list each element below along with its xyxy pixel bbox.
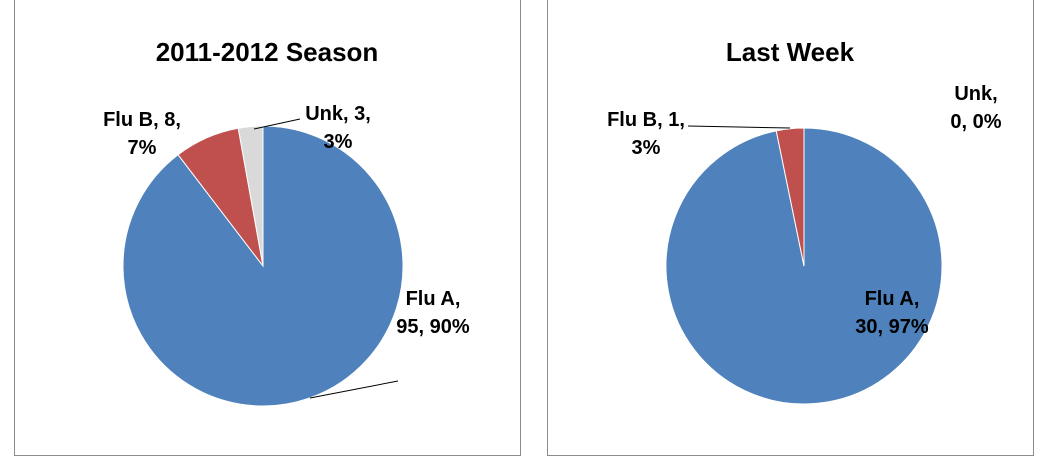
data-label: Flu A, 30, 97% <box>855 288 929 338</box>
data-label: Unk, 3, 3% <box>305 103 371 153</box>
data-label: Flu B, 1, 3% <box>607 109 685 159</box>
data-label: Flu A, 95, 90% <box>396 288 470 338</box>
leader-line <box>309 380 399 399</box>
chart-title: 2011-2012 Season <box>155 37 379 67</box>
chart-title: Last Week <box>725 37 855 67</box>
leader-line <box>253 118 301 130</box>
pie-slice <box>122 125 404 407</box>
pie-slice <box>775 127 805 267</box>
data-label: Flu B, 8, 7% <box>103 109 181 159</box>
leader-line <box>687 125 791 129</box>
data-label: Unk, 0, 0% <box>950 83 1002 133</box>
pie-slice <box>237 125 264 267</box>
